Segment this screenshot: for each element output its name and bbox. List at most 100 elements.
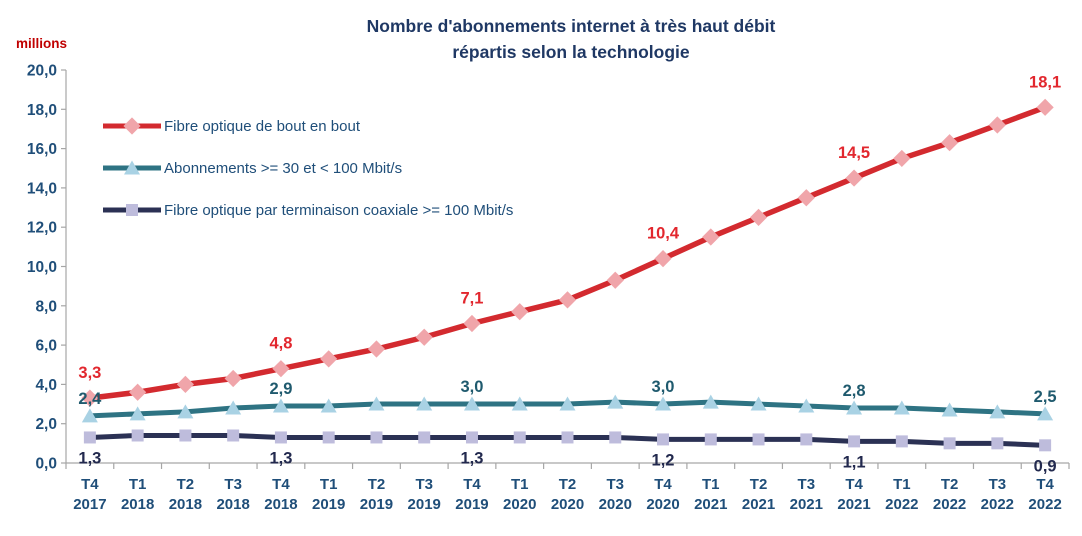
x-tick-label: T2 2022 <box>933 476 966 513</box>
legend-label: Abonnements >= 30 et < 100 Mbit/s <box>164 159 403 177</box>
series-1-marker <box>225 400 242 415</box>
series-1-marker <box>846 400 863 415</box>
legend-label: Fibre optique de bout en bout <box>164 117 360 135</box>
series-1-marker <box>559 396 576 411</box>
data-label: 7,1 <box>461 289 484 307</box>
series-2-marker <box>322 431 335 444</box>
data-label: 10,4 <box>647 225 680 243</box>
series-0-marker <box>845 169 863 187</box>
x-tick-label: T2 2018 <box>169 476 202 513</box>
x-tick-label: T2 2019 <box>360 476 393 513</box>
series-0-marker <box>320 350 338 368</box>
series-0-marker <box>272 360 290 378</box>
series-0-marker <box>988 116 1006 134</box>
data-label: 1,2 <box>652 451 675 469</box>
series-1-marker <box>368 396 385 411</box>
series-1-marker <box>607 394 624 409</box>
data-label: 3,0 <box>461 378 484 396</box>
x-tick-label: T3 2020 <box>599 476 632 513</box>
x-tick-label: T3 2022 <box>981 476 1014 513</box>
data-label: 0,9 <box>1034 457 1057 475</box>
series-0-marker <box>606 271 624 289</box>
series-1-marker <box>511 396 528 411</box>
y-tick-label: 20,0 <box>27 63 57 80</box>
chart-title-line2: répartis selon la technologie <box>452 42 690 62</box>
legend-marker-square-icon <box>103 204 161 216</box>
y-tick-label: 16,0 <box>27 141 57 158</box>
series-2-marker <box>513 431 526 444</box>
series-2-marker <box>418 431 431 444</box>
data-label: 2,5 <box>1034 388 1057 406</box>
chart-title: Nombre d'abonnements internet à très hau… <box>60 13 1082 65</box>
legend-item-abonnements-30-100: Abonnements >= 30 et < 100 Mbit/s <box>103 158 513 178</box>
data-label: 1,3 <box>269 449 292 467</box>
series-0-marker <box>702 228 720 246</box>
y-tick-label: 18,0 <box>27 102 57 119</box>
x-tick-label: T1 2022 <box>885 476 918 513</box>
series-0-marker <box>893 149 911 168</box>
x-tick-label: T3 2018 <box>216 476 249 513</box>
series-1-marker <box>750 396 767 411</box>
series-1-marker <box>702 394 719 409</box>
data-label: 2,4 <box>78 390 102 408</box>
series-2-marker <box>179 429 192 442</box>
series-2-marker <box>895 435 908 448</box>
series-1-marker <box>320 398 337 413</box>
x-tick-label: T1 2019 <box>312 476 345 513</box>
legend-marker-triangle-icon <box>103 160 161 175</box>
series-2-marker <box>1039 439 1052 452</box>
y-tick-label: 2,0 <box>35 416 57 433</box>
x-tick-label: T4 2018 <box>264 476 297 513</box>
legend-sample-marker <box>123 117 141 135</box>
chart-title-line1: Nombre d'abonnements internet à très hau… <box>366 16 776 36</box>
series-2-marker <box>561 431 574 444</box>
data-label: 18,1 <box>1029 73 1061 91</box>
series-2-marker <box>657 433 670 446</box>
series-1-marker <box>989 404 1006 419</box>
x-tick-label: T2 2020 <box>551 476 584 513</box>
series-1-marker <box>81 408 98 423</box>
x-tick-label: T1 2020 <box>503 476 536 513</box>
x-tick-label: T3 2021 <box>790 476 823 513</box>
series-0-marker <box>415 328 433 346</box>
x-tick-label: T4 2020 <box>646 476 679 513</box>
series-0-marker <box>940 134 959 152</box>
series-0-marker <box>129 383 147 401</box>
series-1-marker <box>272 398 289 413</box>
series-0-marker <box>749 208 768 226</box>
y-tick-label: 4,0 <box>35 377 57 394</box>
series-1-marker <box>129 406 146 421</box>
legend: Fibre optique de bout en bout Abonnement… <box>103 116 513 220</box>
series-2-marker <box>274 431 287 444</box>
legend-marker-diamond-icon <box>103 117 161 135</box>
data-label: 2,8 <box>843 382 866 400</box>
legend-sample-marker <box>126 204 138 216</box>
series-2-marker <box>704 433 717 446</box>
series-2-marker <box>83 431 96 444</box>
series-2-marker <box>800 433 813 446</box>
series-1-marker <box>893 400 910 415</box>
data-label: 1,3 <box>78 449 101 467</box>
y-tick-label: 0,0 <box>35 456 57 473</box>
y-axis-unit-label: millions <box>16 36 68 51</box>
legend-label: Fibre optique par terminaison coaxiale >… <box>164 201 514 219</box>
x-tick-label: T1 2021 <box>694 476 727 513</box>
legend-item-fibre-optique: Fibre optique de bout en bout <box>103 116 513 136</box>
series-2-marker <box>752 433 765 446</box>
x-tick-label: T4 2019 <box>455 476 488 513</box>
series-1-marker <box>177 404 194 419</box>
series-1-marker <box>416 396 433 411</box>
series-0-marker <box>1036 98 1054 116</box>
series-0-marker <box>654 250 672 268</box>
x-tick-label: T4 2021 <box>837 476 870 513</box>
series-2-marker <box>991 437 1004 450</box>
series-0-marker <box>463 314 481 333</box>
data-label: 14,5 <box>838 144 870 162</box>
x-tick-label: T1 2018 <box>121 476 154 513</box>
data-label: 3,3 <box>78 364 101 382</box>
data-label: 1,3 <box>461 449 484 467</box>
series-1-marker <box>655 396 672 411</box>
series-2-marker <box>609 431 622 444</box>
